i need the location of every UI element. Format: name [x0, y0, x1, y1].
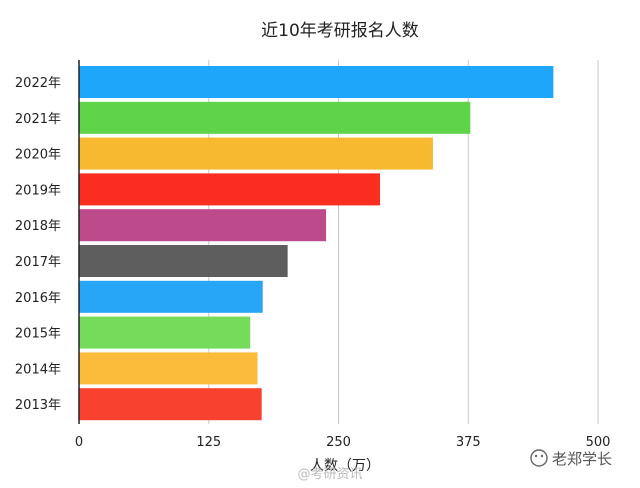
watermark-center: @考研资讯	[297, 467, 362, 482]
bar-2017年	[79, 245, 288, 277]
bar-2020年	[79, 137, 433, 170]
bar-2014年	[79, 352, 258, 385]
y-tick-label: 2021年	[15, 112, 61, 127]
y-tick-label: 2016年	[15, 291, 61, 306]
watermark-right: 老郑学长	[530, 449, 612, 468]
bar-2021年	[79, 101, 471, 134]
bar-2019年	[79, 173, 381, 206]
x-tick-label: 375	[456, 435, 481, 450]
x-tick-label: 125	[196, 435, 221, 450]
y-tick-label: 2020年	[15, 148, 61, 163]
bar-2015年	[79, 316, 251, 349]
y-tick-label: 2018年	[15, 219, 61, 234]
x-tick-label: 500	[586, 435, 611, 450]
bar-2022年	[79, 66, 554, 98]
bar-2013年	[79, 388, 262, 421]
y-tick-label: 2017年	[15, 255, 61, 270]
y-tick-labels: 2022年 2021年 2020年 2019年 2018年 2017年 2016年 2015年…	[15, 76, 61, 413]
bar-2016年	[79, 280, 263, 313]
x-axis-label: 人数（万）	[310, 458, 380, 474]
chart-title: 近10年考研报名人数	[261, 21, 419, 41]
bars	[79, 66, 554, 421]
wechat-icon-dot-2	[540, 454, 544, 458]
y-tick-label: 2015年	[15, 327, 61, 342]
y-tick-label: 2022年	[15, 76, 61, 91]
y-tick-label: 2019年	[15, 183, 61, 198]
y-tick-label: 2013年	[15, 398, 61, 413]
x-tick-label: 250	[326, 435, 351, 450]
bar-2018年	[79, 209, 327, 242]
wechat-icon-dot	[534, 454, 538, 458]
x-tick-label: 0	[75, 435, 83, 450]
x-tick-labels: 0 125 250 375 500	[75, 435, 611, 450]
watermark-right-text: 老郑学长	[552, 450, 612, 468]
wechat-icon	[530, 449, 548, 467]
y-tick-label: 2014年	[15, 362, 61, 377]
